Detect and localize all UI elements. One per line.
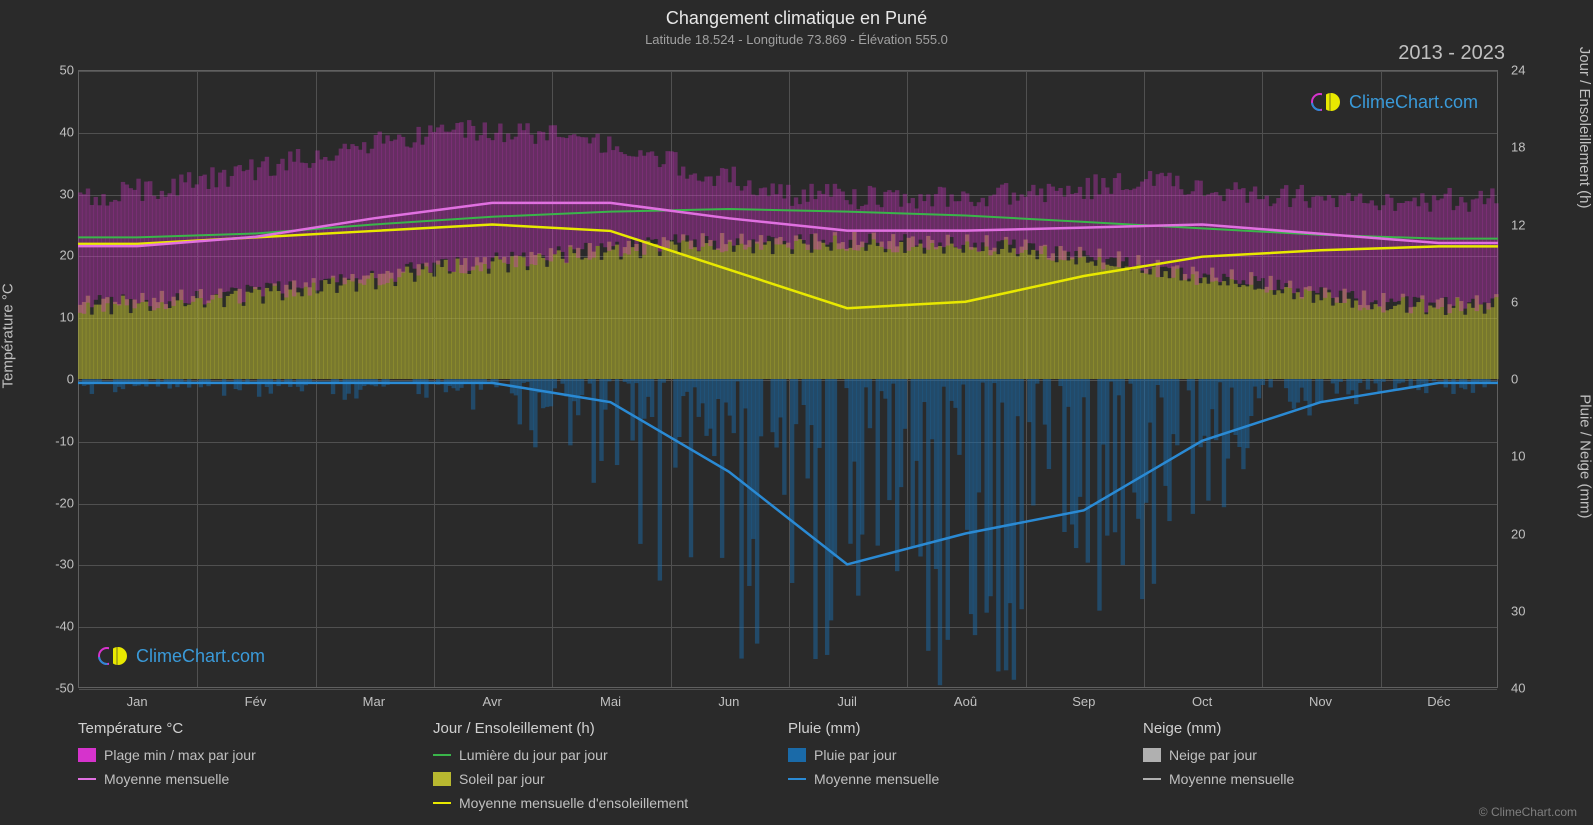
logo-icon [1311, 90, 1343, 114]
legend-sun-avg: Moyenne mensuelle d'ensoleillement [433, 795, 788, 811]
x-tick: Mai [600, 694, 621, 709]
copyright: © ClimeChart.com [1479, 805, 1577, 819]
legend: Température °C Plage min / max par jour … [78, 720, 1498, 811]
chart-subtitle: Latitude 18.524 - Longitude 73.869 - Élé… [0, 32, 1593, 47]
y-right-tick: 6 [1511, 294, 1531, 309]
chart-plot-area: ClimeChart.com ClimeChart.com [78, 70, 1498, 688]
y-right-axis-label-bottom: Pluie / Neige (mm) [1577, 394, 1593, 518]
legend-temp-range: Plage min / max par jour [78, 747, 433, 763]
y-right-axis-label-top: Jour / Ensoleillement (h) [1577, 47, 1593, 209]
legend-snow-header: Neige (mm) [1143, 720, 1498, 737]
x-tick: Oct [1192, 694, 1212, 709]
legend-sun-daily: Soleil par jour [433, 771, 788, 787]
watermark-bottom: ClimeChart.com [98, 644, 265, 668]
chart-title: Changement climatique en Puné [0, 8, 1593, 29]
legend-snow-daily: Neige par jour [1143, 747, 1498, 763]
y-right-tick: 20 [1511, 526, 1531, 541]
year-range: 2013 - 2023 [1398, 42, 1505, 65]
legend-temp-avg: Moyenne mensuelle [78, 771, 433, 787]
y-left-tick: 30 [48, 186, 74, 201]
y-left-tick: -10 [48, 433, 74, 448]
y-left-tick: 20 [48, 248, 74, 263]
watermark-top: ClimeChart.com [1311, 90, 1478, 114]
chart-data-layer [78, 70, 1498, 688]
x-tick: Jun [718, 694, 739, 709]
legend-day-header: Jour / Ensoleillement (h) [433, 720, 788, 737]
x-tick: Jan [127, 694, 148, 709]
x-tick: Avr [483, 694, 502, 709]
legend-rain-avg: Moyenne mensuelle [788, 771, 1143, 787]
y-left-tick: 0 [48, 372, 74, 387]
legend-snow-avg: Moyenne mensuelle [1143, 771, 1498, 787]
legend-col-rain: Pluie (mm) Pluie par jour Moyenne mensue… [788, 720, 1143, 811]
y-left-tick: -50 [48, 681, 74, 696]
y-left-tick: -20 [48, 495, 74, 510]
x-tick: Déc [1427, 694, 1450, 709]
legend-col-snow: Neige (mm) Neige par jour Moyenne mensue… [1143, 720, 1498, 811]
legend-rain-header: Pluie (mm) [788, 720, 1143, 737]
legend-col-temp: Température °C Plage min / max par jour … [78, 720, 433, 811]
x-tick: Nov [1309, 694, 1332, 709]
y-left-tick: 40 [48, 124, 74, 139]
x-tick: Sep [1072, 694, 1095, 709]
y-right-tick: 30 [1511, 603, 1531, 618]
x-tick: Aoû [954, 694, 977, 709]
y-right-tick: 40 [1511, 681, 1531, 696]
logo-icon [98, 644, 130, 668]
y-right-tick: 18 [1511, 140, 1531, 155]
y-right-tick: 10 [1511, 449, 1531, 464]
x-tick: Juil [837, 694, 857, 709]
legend-daylight: Lumière du jour par jour [433, 747, 788, 763]
x-tick: Mar [363, 694, 385, 709]
y-right-tick: 12 [1511, 217, 1531, 232]
y-left-tick: -30 [48, 557, 74, 572]
legend-rain-daily: Pluie par jour [788, 747, 1143, 763]
y-left-tick: 10 [48, 310, 74, 325]
y-left-tick: -40 [48, 619, 74, 634]
legend-col-day: Jour / Ensoleillement (h) Lumière du jou… [433, 720, 788, 811]
x-tick: Fév [245, 694, 267, 709]
legend-temp-header: Température °C [78, 720, 433, 737]
y-left-tick: 50 [48, 63, 74, 78]
y-left-axis-label: Température °C [0, 283, 17, 388]
y-right-tick: 0 [1511, 372, 1531, 387]
y-right-tick: 24 [1511, 63, 1531, 78]
